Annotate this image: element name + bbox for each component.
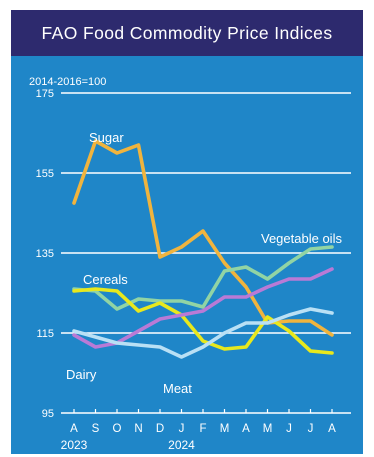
series-label-cereals: Cereals xyxy=(83,272,128,287)
y-tick-label-135: 135 xyxy=(36,248,54,260)
x-tick-label-1: S xyxy=(92,423,100,435)
series-label-meat: Meat xyxy=(163,381,192,396)
chart-title: FAO Food Commodity Price Indices xyxy=(11,10,363,56)
x-tick-label-10: J xyxy=(286,423,292,435)
x-tick-label-11: J xyxy=(308,423,314,435)
x-tick-label-2: O xyxy=(113,423,122,435)
x-tick-label-3: N xyxy=(134,423,142,435)
year-label-2023: 2023 xyxy=(61,438,88,452)
series-line-vegetable-oils xyxy=(72,245,334,311)
series-line-sugar xyxy=(72,139,334,337)
unit-note: 2014-2016=100 xyxy=(29,76,106,88)
y-tick-label-115: 115 xyxy=(36,328,54,340)
series-label-sugar: Sugar xyxy=(89,130,124,145)
plot-panel: 2014-2016=100 95 115 135 155 175 A S O N D J F M A M J J A… xyxy=(11,56,363,454)
x-tick-label-7: M xyxy=(220,423,230,435)
x-tick-label-9: M xyxy=(263,423,273,435)
x-tick-label-6: F xyxy=(199,423,206,435)
x-tick-label-5: J xyxy=(179,423,185,435)
series-label-dairy: Dairy xyxy=(66,367,97,382)
chart-frame: FAO Food Commodity Price Indices 2014-20… xyxy=(11,10,363,454)
series-line-dairy xyxy=(72,307,334,359)
x-tick-label-8: A xyxy=(242,423,250,435)
x-tick-label-0: A xyxy=(70,423,78,435)
series-line-cereals xyxy=(72,287,334,355)
y-tick-label-155: 155 xyxy=(36,168,54,180)
x-tick-label-12: A xyxy=(328,423,336,435)
x-tick-label-4: D xyxy=(156,423,164,435)
year-label-2024: 2024 xyxy=(168,438,195,452)
series-label-vegetable-oils: Vegetable oils xyxy=(261,231,342,246)
y-tick-label-95: 95 xyxy=(42,408,54,420)
y-tick-label-175: 175 xyxy=(36,88,54,100)
